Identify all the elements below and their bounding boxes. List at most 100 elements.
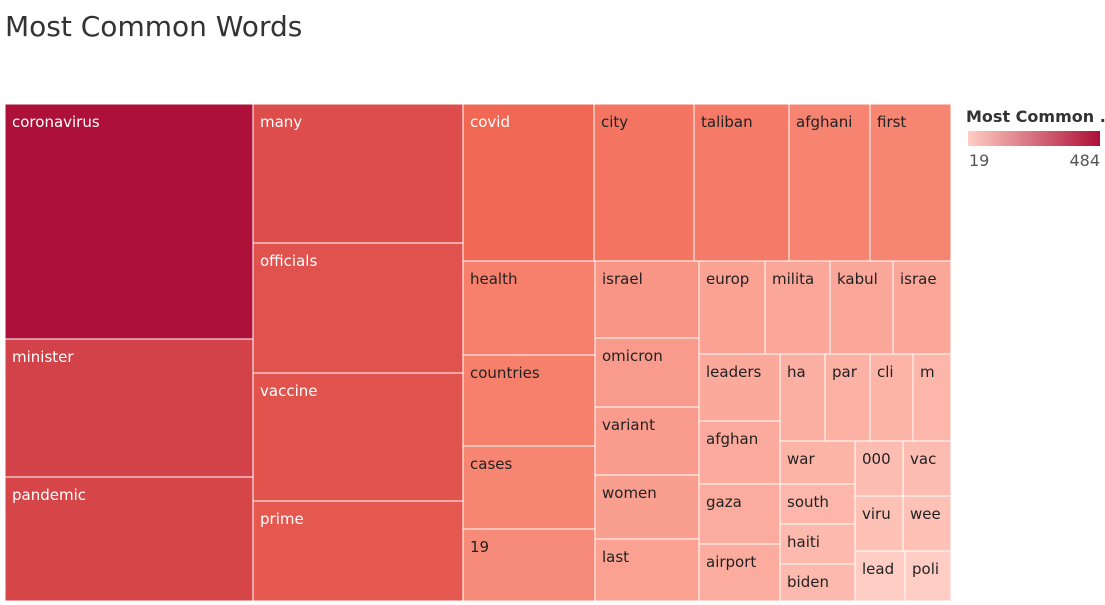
treemap-tile-leaders[interactable]: leaders — [698, 353, 781, 422]
tile-rect[interactable] — [252, 242, 464, 374]
treemap-tile-omicron[interactable]: omicron — [594, 337, 700, 408]
treemap-tile-war[interactable]: war — [779, 440, 856, 485]
treemap-tile-par[interactable]: par — [824, 353, 871, 442]
tile-rect[interactable] — [912, 353, 952, 442]
tile-rect[interactable] — [252, 500, 464, 602]
tile-rect[interactable] — [593, 103, 695, 262]
tile-rect[interactable] — [698, 420, 781, 485]
tile-label: milita — [772, 270, 814, 288]
tile-rect[interactable] — [462, 528, 596, 602]
treemap-tile-poli[interactable]: poli — [904, 550, 952, 602]
tile-rect[interactable] — [764, 260, 831, 355]
tile-label: health — [470, 270, 517, 288]
treemap-tile-variant[interactable]: variant — [594, 406, 700, 476]
tile-rect[interactable] — [462, 354, 596, 447]
treemap-tile-prime[interactable]: prime — [252, 500, 464, 602]
treemap-tile-israe[interactable]: israe — [892, 260, 952, 355]
tile-label: last — [602, 548, 629, 566]
tile-rect[interactable] — [779, 523, 856, 565]
tile-rect[interactable] — [902, 495, 952, 552]
treemap-tile-women[interactable]: women — [594, 474, 700, 540]
tile-label: par — [832, 363, 858, 381]
treemap-tile-last[interactable]: last — [594, 538, 700, 602]
tile-label: minister — [12, 348, 74, 366]
tile-label: lead — [862, 560, 894, 578]
tile-label: south — [787, 493, 829, 511]
treemap-tile-afghan[interactable]: afghan — [698, 420, 781, 485]
treemap-tile-coronavirus[interactable]: coronavirus — [4, 103, 254, 340]
treemap-tile-many[interactable]: many — [252, 103, 464, 244]
treemap-tile-covid[interactable]: covid — [462, 103, 595, 262]
tile-rect[interactable] — [594, 538, 700, 602]
treemap-chart: coronavirus minister pandemic many officials… — [4, 103, 952, 602]
tile-label: gaza — [706, 493, 742, 511]
tile-rect[interactable] — [462, 103, 595, 262]
treemap-tile-city[interactable]: city — [593, 103, 695, 262]
legend-title[interactable]: Most Common .. — [966, 107, 1105, 126]
treemap-tile-first[interactable]: first — [869, 103, 952, 262]
treemap-tile-israel[interactable]: israel — [594, 260, 700, 339]
treemap-tile-afghani[interactable]: afghani — [788, 103, 871, 262]
tile-label: viru — [862, 505, 891, 523]
treemap-tile-milita[interactable]: milita — [764, 260, 831, 355]
treemap-tile-haiti[interactable]: haiti — [779, 523, 856, 565]
tile-label: wee — [910, 505, 941, 523]
tile-rect[interactable] — [4, 338, 254, 478]
tile-rect[interactable] — [4, 476, 254, 602]
tile-rect[interactable] — [824, 353, 871, 442]
tile-rect[interactable] — [594, 406, 700, 476]
tile-label: vac — [910, 450, 936, 468]
treemap-tile-wee[interactable]: wee — [902, 495, 952, 552]
tile-rect[interactable] — [462, 260, 596, 356]
tile-rect[interactable] — [779, 353, 826, 442]
tile-rect[interactable] — [252, 103, 464, 244]
treemap-tile-vac[interactable]: vac — [902, 440, 952, 497]
treemap-tile-19[interactable]: 19 — [462, 528, 596, 602]
tile-rect[interactable] — [698, 353, 781, 422]
treemap-tile-vaccine[interactable]: vaccine — [252, 372, 464, 502]
treemap-tile-minister[interactable]: minister — [4, 338, 254, 478]
treemap-tile-biden[interactable]: biden — [779, 563, 856, 602]
treemap-tile-000[interactable]: 000 — [854, 440, 904, 497]
tile-rect[interactable] — [902, 440, 952, 497]
treemap-tile-officials[interactable]: officials — [252, 242, 464, 374]
treemap-tile-gaza[interactable]: gaza — [698, 483, 781, 545]
tile-rect[interactable] — [462, 445, 596, 530]
treemap-tile-cli[interactable]: cli — [869, 353, 914, 442]
treemap-tile-kabul[interactable]: kabul — [829, 260, 894, 355]
treemap-tile-lead[interactable]: lead — [854, 550, 906, 602]
treemap-tile-south[interactable]: south — [779, 483, 856, 525]
tile-rect[interactable] — [594, 474, 700, 540]
tile-rect[interactable] — [854, 495, 904, 552]
tile-label: 000 — [862, 450, 891, 468]
tile-rect[interactable] — [4, 103, 254, 340]
treemap-tile-health[interactable]: health — [462, 260, 596, 356]
treemap-tile-viru[interactable]: viru — [854, 495, 904, 552]
treemap-tile-cases[interactable]: cases — [462, 445, 596, 530]
tile-label: first — [877, 113, 906, 131]
treemap-tile-countries[interactable]: countries — [462, 354, 596, 447]
treemap-tile-taliban[interactable]: taliban — [693, 103, 790, 262]
tile-rect[interactable] — [892, 260, 952, 355]
tile-rect[interactable] — [693, 103, 790, 262]
tile-label: women — [602, 484, 657, 502]
tile-rect[interactable] — [594, 337, 700, 408]
treemap-tile-m[interactable]: m — [912, 353, 952, 442]
tile-label: pandemic — [12, 486, 86, 504]
tile-rect[interactable] — [829, 260, 894, 355]
tile-label: israe — [900, 270, 937, 288]
tile-label: cli — [877, 363, 894, 381]
tile-rect[interactable] — [698, 260, 766, 355]
treemap-tile-pandemic[interactable]: pandemic — [4, 476, 254, 602]
treemap-tile-europ[interactable]: europ — [698, 260, 766, 355]
tile-rect[interactable] — [854, 550, 906, 602]
tile-label: airport — [706, 553, 756, 571]
tile-label: israel — [602, 270, 643, 288]
treemap-tile-airport[interactable]: airport — [698, 543, 781, 602]
tile-rect[interactable] — [788, 103, 871, 262]
tile-rect[interactable] — [904, 550, 952, 602]
tile-label: m — [920, 363, 935, 381]
tile-rect[interactable] — [594, 260, 700, 339]
tile-rect[interactable] — [869, 353, 914, 442]
treemap-tile-ha[interactable]: ha — [779, 353, 826, 442]
